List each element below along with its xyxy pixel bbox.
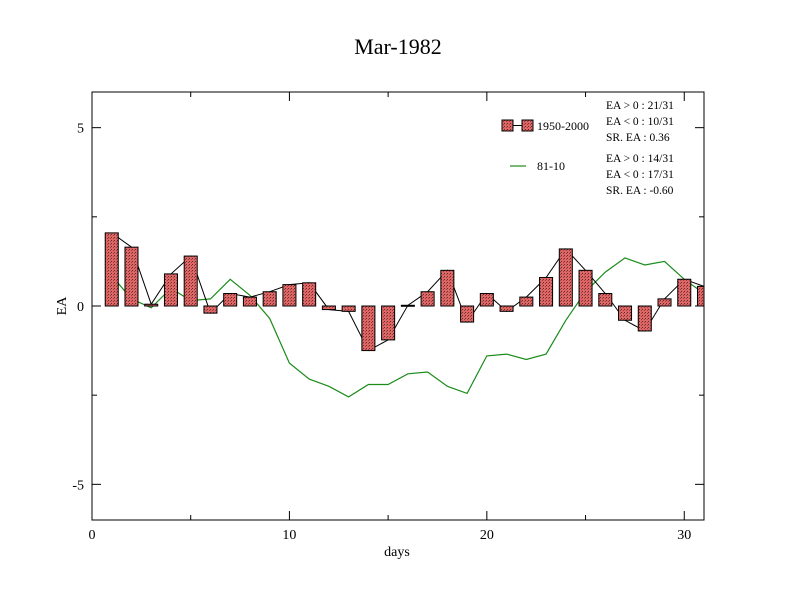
bar [578,269,593,307]
bar [163,273,178,307]
y-tick-label: -5 [72,478,84,493]
bar [460,305,475,323]
bar [381,305,396,341]
legend-label-81-10: 81-10 [537,159,565,173]
bar [341,305,356,312]
x-axis-label: days [384,545,410,560]
legend: 1950-2000 81-10 EA > 0 : 21/31 EA < 0 : … [501,100,674,197]
bar [618,305,633,321]
bar [124,246,139,307]
x-tick-label: 10 [282,528,296,543]
bar [558,248,573,307]
x-tick-label: 30 [677,528,691,543]
legend-label-1950-2000: 1950-2000 [537,119,589,133]
bar [400,304,415,307]
stat-ea-negative: EA < 0 : 10/31 [606,116,674,128]
bar [637,305,652,332]
stat-sr-ea: SR. EA : -0.60 [606,185,674,197]
stats-block-81-10: EA > 0 : 14/31 EA < 0 : 17/31 SR. EA : -… [606,153,674,197]
y-tick-label: 0 [77,300,84,315]
series-line-81-10 [111,257,705,398]
stat-ea-negative: EA < 0 : 17/31 [606,169,674,181]
bar [262,291,277,307]
bar [361,305,376,352]
bar [420,291,435,307]
bar [440,269,455,307]
bar [302,282,317,307]
bar [539,276,554,307]
bar [183,255,198,307]
chart-title: Mar-1982 [354,34,442,59]
legend-swatch-1950-2000-left [501,119,514,132]
stat-ea-positive: EA > 0 : 21/31 [606,100,674,112]
bar [519,296,534,307]
bar [657,298,672,307]
bar [321,305,336,311]
y-axis-label: EA [55,296,70,316]
bar [479,293,494,307]
stat-ea-positive: EA > 0 : 14/31 [606,153,674,165]
legend-entry-81-10: 81-10 [510,159,565,173]
bar [104,232,119,307]
bar [677,278,692,307]
stat-sr-ea: SR. EA : 0.36 [606,132,670,144]
bar [223,293,238,307]
y-tick-label: 5 [77,122,84,137]
legend-swatch-1950-2000-right [521,119,534,132]
x-tick-label: 20 [480,528,494,543]
bar [598,293,613,307]
bar [696,285,705,307]
legend-entry-1950-2000: 1950-2000 [501,119,589,133]
bar [499,305,514,312]
bar [203,305,218,314]
stats-block-1950-2000: EA > 0 : 21/31 EA < 0 : 10/31 SR. EA : 0… [606,100,674,144]
bar [144,303,159,307]
bar [282,284,297,307]
x-tick-label: 0 [89,528,96,543]
bar [242,296,257,307]
